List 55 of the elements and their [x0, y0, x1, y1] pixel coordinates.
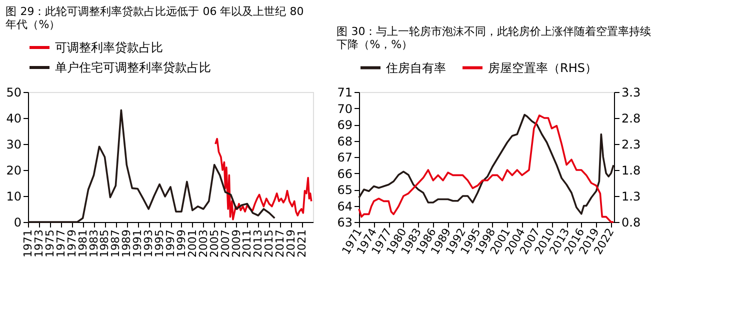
x-tick-label: 2015 [262, 230, 276, 258]
y-tick-label: 70 [337, 102, 352, 116]
y-tick-label: 63 [337, 216, 352, 230]
x-tick-label: 2017 [274, 230, 287, 258]
x-tick-label: 1989 [120, 230, 134, 258]
x-tick-label: 2003 [196, 230, 210, 258]
x-tick-label: 1975 [43, 230, 56, 258]
y-tick-label: 71 [337, 86, 352, 100]
y-tick-label: 67 [337, 150, 352, 164]
x-tick-label: 1985 [98, 230, 112, 258]
x-tick-label: 2013 [252, 230, 265, 258]
legend-label: 可调整利率贷款占比 [55, 40, 163, 54]
y-tick-label: 68 [337, 134, 352, 148]
x-tick-label: 1983 [87, 230, 100, 258]
y2-tick-label: 2.8 [622, 112, 641, 126]
line-series [27, 109, 276, 223]
y-tick-label: 40 [6, 112, 22, 126]
y2-tick-label: 1.8 [622, 164, 641, 178]
y2-tick-label: 1.3 [622, 190, 641, 204]
x-tick-label: 1971 [22, 230, 34, 258]
chart-title: 图 30：与上一轮房市泡沫不同，此轮房价上涨伴随着空置率持续下降（%，%） [336, 25, 652, 51]
x-tick-label: 1991 [131, 230, 144, 258]
y-tick-label: 20 [6, 164, 22, 178]
legend-label: 房屋空置率（RHS） [488, 60, 597, 75]
x-tick-label: 1999 [174, 230, 188, 258]
x-tick-label: 1997 [164, 230, 177, 258]
x-tick-label: 2007 [218, 230, 232, 258]
y-tick-label: 0 [14, 216, 22, 230]
y-tick-label: 66 [337, 166, 352, 181]
x-tick-label: 2009 [230, 230, 243, 258]
x-tick-label: 1981 [76, 230, 90, 258]
y2-tick-label: 2.3 [622, 138, 641, 152]
y-tick-label: 69 [337, 118, 352, 132]
x-tick-label: 2011 [240, 230, 254, 258]
x-tick-label: 1979 [65, 230, 78, 258]
line-series [214, 138, 312, 220]
x-tick-label: 1977 [54, 230, 68, 258]
legend-label: 住房自有率 [385, 60, 446, 75]
y-tick-label: 50 [6, 86, 22, 100]
x-tick-label: 1973 [32, 230, 46, 258]
y-tick-label: 64 [337, 199, 352, 214]
x-tick-label: 2021 [296, 230, 309, 258]
x-tick-label: 2005 [208, 230, 221, 258]
x-tick-label: 2001 [186, 230, 199, 258]
chart-title: 图 29：此轮可调整利率贷款占比远低于 06 年以及上世纪 80 年代（%） [6, 5, 304, 31]
y-tick-label: 30 [6, 138, 22, 152]
legend-label: 单户住宅可调整利率贷款占比 [55, 60, 211, 74]
y-tick-label: 65 [337, 183, 352, 197]
y-tick-label: 10 [6, 190, 22, 204]
y2-tick-label: 3.3 [622, 86, 641, 100]
x-tick-label: 2019 [284, 230, 298, 258]
x-tick-label: 1993 [142, 230, 156, 258]
x-tick-label: 1995 [153, 230, 166, 258]
x-tick-label: 1987 [109, 230, 122, 258]
y2-tick-label: 0.8 [622, 216, 641, 230]
